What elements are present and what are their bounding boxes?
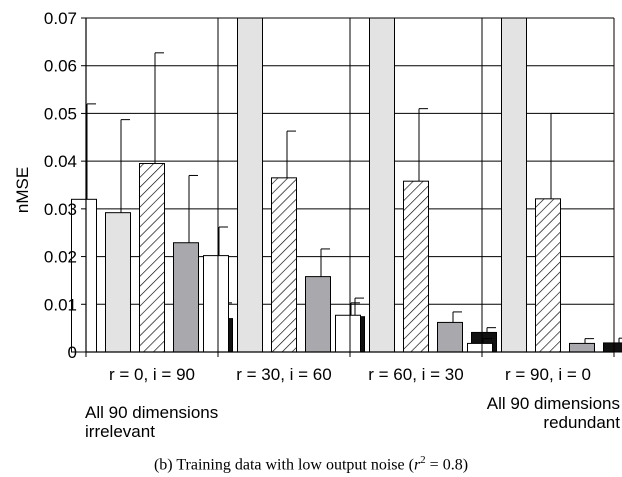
bars [71, 17, 622, 353]
bar-light-gray [501, 17, 527, 353]
y-tick-label: 0 [68, 343, 77, 362]
bar-hatched [139, 163, 165, 353]
bar-light-gray [105, 212, 131, 353]
annotation-right: All 90 dimensions redundant [487, 394, 620, 432]
bar-white [467, 342, 493, 353]
axes: 0 0.01 0.02 0.03 0.04 0.05 0.06 0.07 r = 0, i = … [44, 9, 615, 384]
caption-sup: 2 [420, 454, 426, 466]
bar-light-gray [369, 17, 395, 353]
x-category-label: r = 60, i = 30 [368, 365, 463, 384]
y-axis-label: nMSE [13, 167, 32, 213]
y-tick-label: 0.03 [44, 200, 77, 219]
bar-black [603, 342, 622, 353]
y-tick-label: 0.04 [44, 152, 77, 171]
caption-suffix: = 0.8) [425, 456, 469, 474]
annotation-left-line1: All 90 dimensions [85, 403, 219, 422]
y-tick-label: 0.06 [44, 57, 77, 76]
bar-light-gray [237, 17, 263, 353]
bar-white [335, 314, 361, 353]
bar-hatched [271, 177, 297, 353]
bar-gray [305, 276, 331, 353]
y-tick-label: 0.02 [44, 248, 77, 267]
annotation-right-line1: All 90 dimensions [486, 394, 620, 413]
bar-gray [173, 242, 199, 353]
y-tick-label: 0.01 [44, 295, 77, 314]
bar-hatched [535, 198, 561, 353]
bar-gray [569, 342, 595, 353]
bar-white [203, 255, 229, 353]
caption-r: r [413, 456, 421, 474]
bar-white [71, 198, 97, 353]
annotation-right-line2: redundant [543, 413, 620, 432]
x-category-label: r = 90, i = 0 [505, 365, 591, 384]
figure-caption: (b) Training data with low output noise … [0, 454, 622, 474]
y-tick-label: 0.05 [44, 104, 77, 123]
annotation-left: All 90 dimensions irrelevant [85, 403, 218, 441]
caption-prefix: (b) Training data with low output noise … [153, 456, 414, 474]
y-tick-label: 0.07 [44, 9, 77, 28]
annotation-left-line2: irrelevant [85, 422, 155, 441]
bar-hatched [403, 180, 429, 353]
x-category-label: r = 30, i = 60 [236, 365, 331, 384]
x-category-label: r = 0, i = 90 [109, 365, 195, 384]
bar-gray [437, 321, 463, 353]
